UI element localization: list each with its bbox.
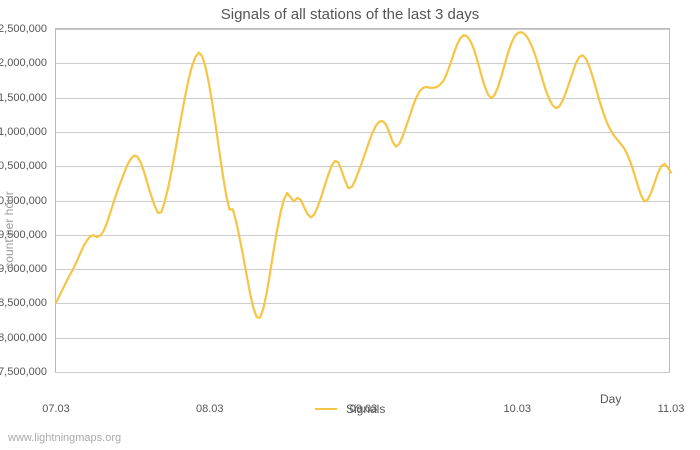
- ytick-label: 8,500,000: [0, 297, 47, 309]
- data-line-svg: [56, 29, 671, 374]
- plot-area: 12,500,000 12,000,000 11,500,000 11,000,…: [55, 28, 670, 373]
- y-axis-label: count per hour: [2, 191, 16, 268]
- chart-title: Signals of all stations of the last 3 da…: [0, 6, 700, 23]
- watermark-text: www.lightningmaps.org: [8, 432, 121, 444]
- legend-label-signals: Signals: [346, 402, 385, 416]
- ytick-label: 12,500,000: [0, 23, 47, 35]
- ytick-label: 11,000,000: [0, 126, 47, 138]
- ytick-label: 8,000,000: [0, 332, 47, 344]
- ytick-label: 10,500,000: [0, 160, 47, 172]
- legend: Signals: [0, 402, 700, 416]
- chart-container: Signals of all stations of the last 3 da…: [0, 0, 700, 450]
- ytick-label: 7,500,000: [0, 366, 47, 378]
- ytick-label: 12,000,000: [0, 57, 47, 69]
- legend-swatch-signals: [315, 408, 337, 410]
- ytick-label: 11,500,000: [0, 92, 47, 104]
- signals-line: [56, 32, 671, 318]
